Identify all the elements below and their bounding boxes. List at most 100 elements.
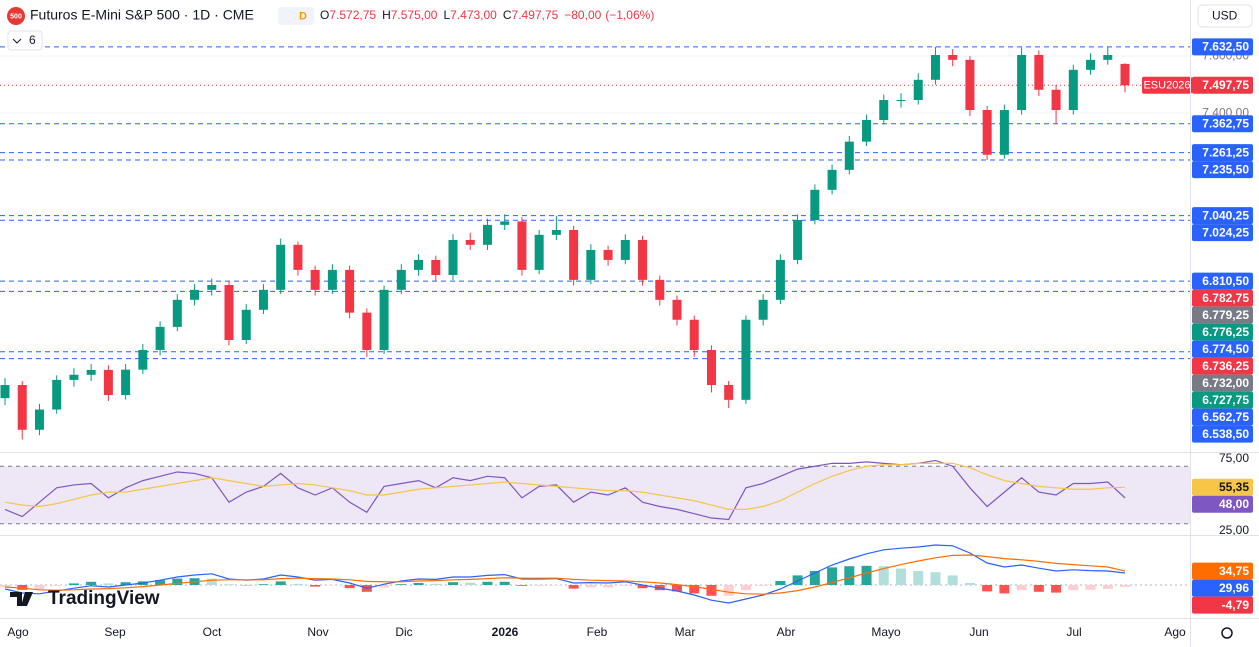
- candle-body: [844, 141, 854, 170]
- candle-body: [293, 244, 303, 270]
- candle-body: [1068, 69, 1078, 111]
- indicator-toggle[interactable]: [7, 30, 43, 51]
- symbol-title[interactable]: Futuros E-Mini S&P 500 · 1D · CME: [30, 7, 254, 23]
- candle-body: [465, 239, 475, 245]
- histogram-bar: [775, 581, 786, 585]
- ohlc-key: L: [443, 8, 450, 22]
- histogram-bar: [224, 584, 234, 585]
- price-label: 6.727,75: [1202, 393, 1249, 407]
- price-label-box: [1192, 425, 1253, 443]
- candle-body: [896, 100, 906, 102]
- ohlc-key: H: [382, 8, 391, 22]
- price-label-box: [1192, 357, 1253, 375]
- readout-box: [1192, 495, 1253, 513]
- histogram-bar: [17, 585, 28, 590]
- settings-icon[interactable]: [1221, 627, 1233, 639]
- macd-line: [4, 544, 1126, 604]
- candle-body: [155, 326, 165, 350]
- badge-box[interactable]: [278, 7, 314, 25]
- price-label-box: [1192, 289, 1253, 307]
- candle-body: [741, 319, 751, 400]
- price-label: 7.497,75: [1202, 78, 1249, 92]
- candle-body: [569, 229, 579, 280]
- ohlc-value: 7.575,00: [391, 8, 438, 22]
- price-label-box: [1192, 306, 1253, 324]
- histogram-bar: [499, 581, 510, 585]
- readout: 55,35: [1219, 480, 1249, 494]
- candle-body: [913, 79, 923, 101]
- histogram-bar: [827, 567, 838, 585]
- candle-body: [414, 259, 424, 270]
- x-tick-label: Mayo: [871, 625, 901, 639]
- x-tick-label: Ago: [1164, 625, 1186, 639]
- currency-button[interactable]: [1197, 4, 1253, 28]
- histogram-bar: [861, 565, 872, 585]
- histogram-bar: [292, 583, 303, 585]
- price-label: 6.782,75: [1202, 291, 1249, 305]
- histogram-bar: [275, 581, 286, 585]
- price-label: 7.362,75: [1202, 116, 1249, 130]
- candle-body: [224, 284, 234, 340]
- symbol-logo: [7, 7, 25, 25]
- histogram-bar: [465, 582, 476, 585]
- ohlc-value: 7.572,75: [329, 8, 376, 22]
- badge: D: [299, 10, 307, 22]
- ohlc-key: O: [320, 8, 329, 22]
- x-tick-label: Sep: [104, 625, 126, 639]
- price-label: 7.261,25: [1202, 145, 1249, 159]
- candle-body: [793, 220, 803, 260]
- candle-body: [379, 289, 389, 350]
- candle-body: [999, 110, 1009, 155]
- price-label: 6.779,25: [1202, 308, 1249, 322]
- x-tick-label: Dic: [395, 625, 412, 639]
- candle-body: [603, 249, 613, 260]
- histogram-bar: [68, 583, 79, 585]
- candle-body: [1103, 55, 1113, 60]
- price-label: 6.732,00: [1202, 376, 1249, 390]
- price-label-box: [1192, 408, 1253, 426]
- candle-body: [551, 229, 561, 235]
- candle-body: [672, 299, 682, 320]
- x-tick-label: Feb: [587, 625, 608, 639]
- readout: -4,79: [1222, 598, 1250, 612]
- price-label: 6.774,50: [1202, 342, 1249, 356]
- histogram-bar: [172, 578, 183, 585]
- candle-body: [327, 269, 337, 290]
- x-tick-label: Nov: [307, 625, 328, 639]
- candle-body: [69, 374, 79, 380]
- x-tick-label: Mar: [675, 625, 696, 639]
- candle-body: [586, 249, 596, 280]
- candle-body: [1051, 89, 1061, 111]
- candle-body: [138, 349, 148, 370]
- readout-box: [1192, 562, 1253, 580]
- histogram-bar: [0, 585, 10, 587]
- symbol-tag: ESU2026: [1143, 80, 1190, 92]
- logo-text: 500: [10, 13, 22, 20]
- candle-body: [241, 309, 251, 340]
- price-label-box: [1192, 161, 1253, 179]
- candle-body: [1120, 63, 1130, 86]
- readout: 48,00: [1219, 497, 1249, 511]
- histogram-bar: [430, 583, 441, 585]
- candle-body: [431, 259, 441, 276]
- rsi-band: [0, 466, 1190, 524]
- candle-body: [948, 55, 958, 60]
- candle-body: [258, 289, 268, 310]
- candle-body: [862, 119, 872, 142]
- x-tick-label: Ago: [7, 625, 29, 639]
- candle-body: [655, 279, 665, 300]
- candle-body: [534, 234, 544, 270]
- ohlc-key: C: [503, 8, 512, 22]
- readout-box: [1192, 596, 1253, 614]
- candle-body: [1017, 55, 1027, 111]
- histogram-bar: [758, 585, 769, 586]
- histogram-bar: [964, 583, 975, 585]
- histogram-bar: [723, 585, 734, 596]
- ohlc-value: 7.473,00: [450, 8, 497, 22]
- price-label: 7.235,50: [1202, 162, 1249, 176]
- candle-body: [517, 221, 527, 270]
- price-label: 7.024,25: [1202, 225, 1249, 239]
- readout: 34,75: [1219, 564, 1249, 578]
- price-label-box: [1192, 144, 1253, 162]
